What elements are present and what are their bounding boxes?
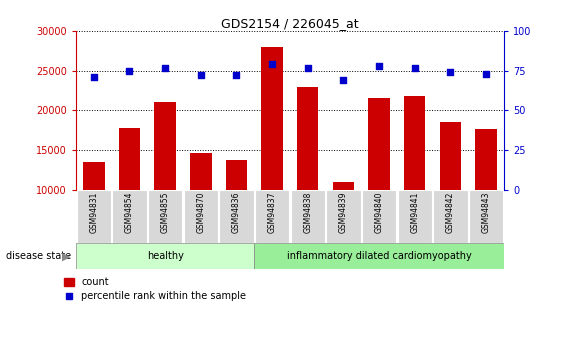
Point <box>196 73 205 78</box>
Text: GSM94843: GSM94843 <box>481 192 490 233</box>
Bar <box>76 243 254 269</box>
Text: GSM94840: GSM94840 <box>374 192 383 233</box>
Bar <box>220 190 253 243</box>
Point <box>303 65 312 70</box>
Text: GSM94854: GSM94854 <box>125 192 134 233</box>
Text: GSM94855: GSM94855 <box>160 192 169 233</box>
Bar <box>362 190 396 243</box>
Point <box>374 63 383 69</box>
Text: GSM94870: GSM94870 <box>196 192 205 233</box>
Bar <box>469 190 503 243</box>
Text: GSM94831: GSM94831 <box>90 192 99 233</box>
Title: GDS2154 / 226045_at: GDS2154 / 226045_at <box>221 17 359 30</box>
Point <box>232 73 241 78</box>
Text: ▶: ▶ <box>62 251 70 261</box>
Text: healthy: healthy <box>147 251 184 261</box>
Bar <box>291 190 325 243</box>
Bar <box>297 87 319 190</box>
Text: inflammatory dilated cardiomyopathy: inflammatory dilated cardiomyopathy <box>287 251 471 261</box>
Legend: count, percentile rank within the sample: count, percentile rank within the sample <box>64 277 247 301</box>
Bar <box>119 128 140 190</box>
Text: GSM94837: GSM94837 <box>267 192 276 233</box>
Point <box>125 68 134 73</box>
Text: GSM94839: GSM94839 <box>339 192 348 233</box>
Bar <box>475 129 497 190</box>
Bar <box>77 190 111 243</box>
Text: disease state: disease state <box>6 251 71 261</box>
Bar <box>327 190 360 243</box>
Bar <box>397 190 432 243</box>
Bar <box>368 98 390 190</box>
Point <box>410 65 419 70</box>
Bar <box>154 102 176 190</box>
Point <box>339 78 348 83</box>
Text: GSM94841: GSM94841 <box>410 192 419 233</box>
Bar <box>254 243 504 269</box>
Point <box>267 62 276 67</box>
Point <box>481 71 490 77</box>
Point <box>446 70 455 75</box>
Bar <box>434 190 467 243</box>
Text: GSM94842: GSM94842 <box>446 192 455 233</box>
Bar <box>148 190 182 243</box>
Point <box>160 65 169 70</box>
Bar <box>261 47 283 190</box>
Bar <box>255 190 289 243</box>
Bar <box>83 162 105 190</box>
Bar <box>226 160 247 190</box>
Bar <box>184 190 218 243</box>
Bar <box>333 182 354 190</box>
Bar <box>404 96 426 190</box>
Point <box>90 74 99 80</box>
Text: GSM94838: GSM94838 <box>303 192 312 233</box>
Bar <box>113 190 146 243</box>
Bar <box>440 121 461 190</box>
Text: GSM94836: GSM94836 <box>232 192 241 233</box>
Bar <box>190 153 212 190</box>
